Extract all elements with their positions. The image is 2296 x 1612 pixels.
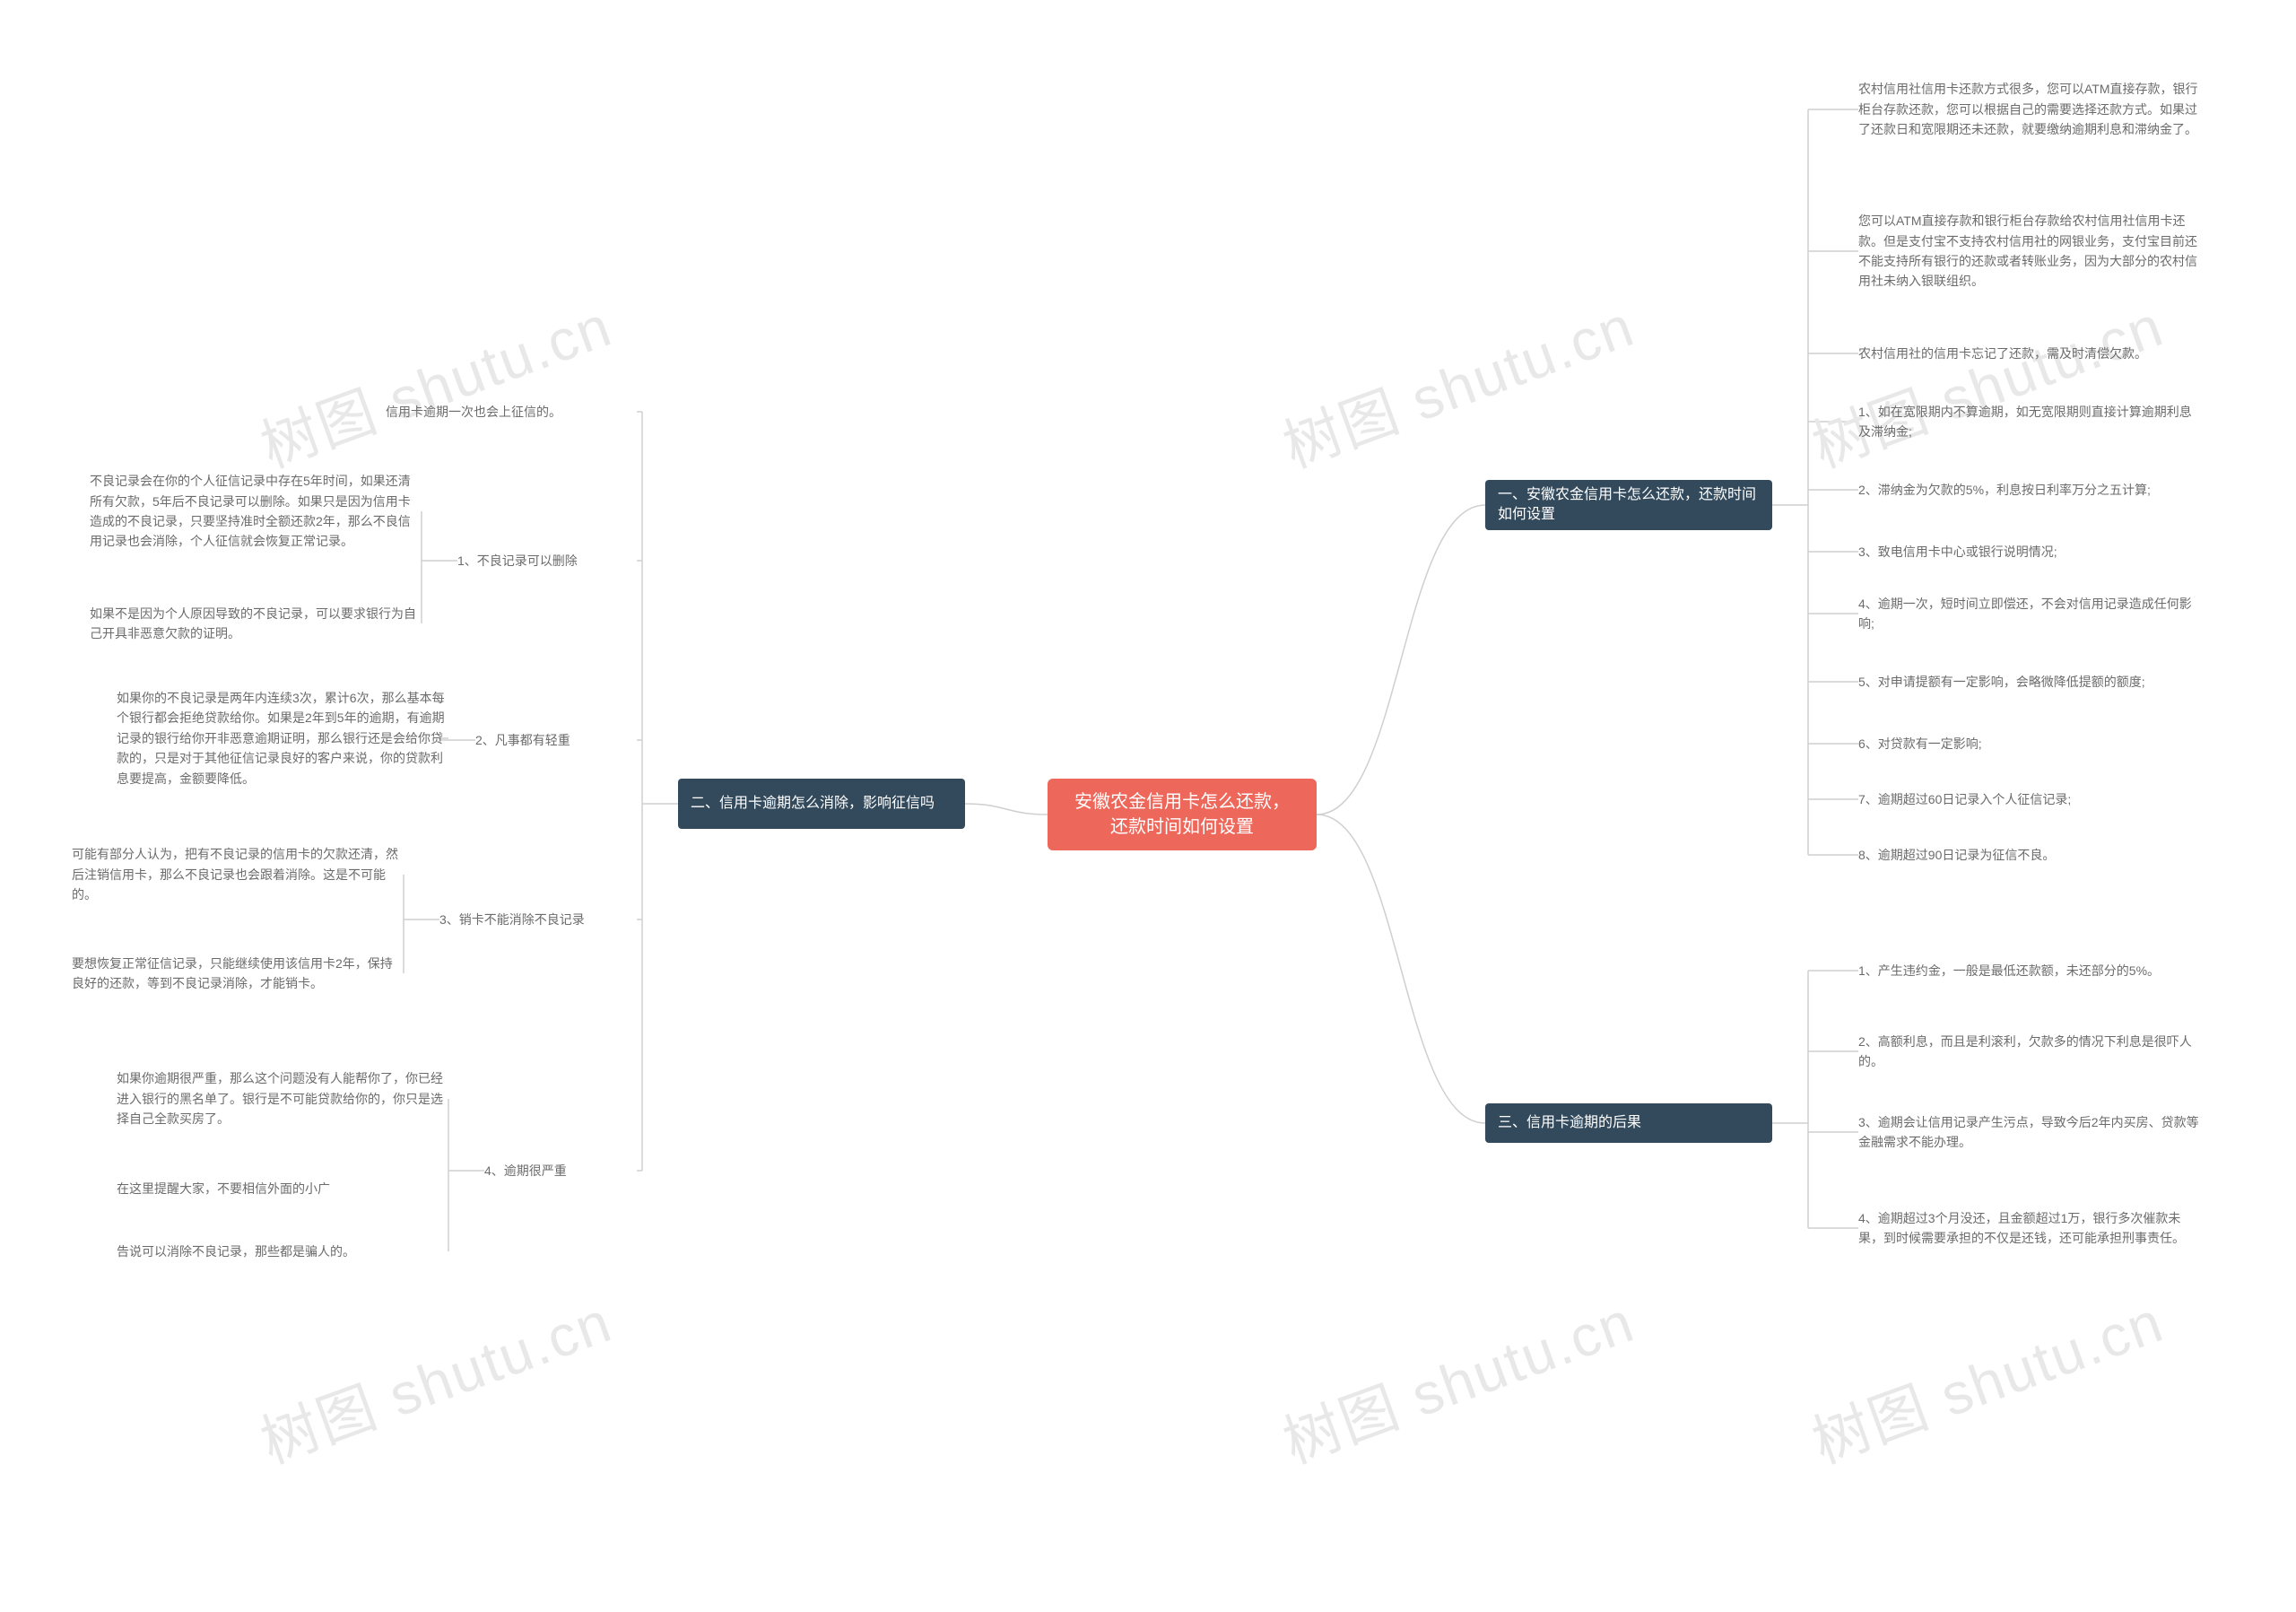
section-node: 三、信用卡逾期的后果 xyxy=(1485,1103,1772,1143)
leaf-node: 1、如在宽限期内不算逾期，如无宽限期则直接计算逾期利息及滞纳金; xyxy=(1858,402,2199,442)
watermark: 树图 shutu.cn xyxy=(1800,281,2173,484)
leaf-node: 2、凡事都有轻重 xyxy=(475,727,637,754)
leaf-node: 如果不是因为个人原因导致的不良记录，可以要求银行为自己开具非恶意欠款的证明。 xyxy=(90,601,422,646)
leaf-node: 可能有部分人认为，把有不良记录的信用卡的欠款还清，然后注销信用卡，那么不良记录也… xyxy=(72,843,404,906)
leaf-node: 3、销卡不能消除不良记录 xyxy=(439,906,637,933)
leaf-node: 1、不良记录可以删除 xyxy=(457,547,637,574)
section-node: 二、信用卡逾期怎么消除，影响征信吗 xyxy=(678,779,965,829)
watermark: 树图 shutu.cn xyxy=(1271,1277,1644,1480)
leaf-node: 如果你的不良记录是两年内连续3次，累计6次，那么基本每个银行都会拒绝贷款给你。如… xyxy=(117,680,448,797)
leaf-node: 农村信用社信用卡还款方式很多，您可以ATM直接存款，银行柜台存款还款，您可以根据… xyxy=(1858,56,2199,163)
leaf-node: 告说可以消除不良记录，那些都是骗人的。 xyxy=(117,1238,448,1265)
watermark: 树图 shutu.cn xyxy=(1800,1277,2173,1480)
leaf-node: 信用卡逾期一次也会上征信的。 xyxy=(386,398,637,425)
leaf-node: 2、滞纳金为欠款的5%，利息按日利率万分之五计算; xyxy=(1858,470,2199,510)
leaf-node: 3、致电信用卡中心或银行说明情况; xyxy=(1858,538,2199,565)
leaf-node: 6、对贷款有一定影响; xyxy=(1858,730,2199,757)
watermark: 树图 shutu.cn xyxy=(1271,281,1644,484)
leaf-node: 2、高额利息，而且是利滚利，欠款多的情况下利息是很吓人的。 xyxy=(1858,1032,2199,1072)
leaf-node: 要想恢复正常征信记录，只能继续使用该信用卡2年，保持良好的还款，等到不良记录消除… xyxy=(72,942,404,1005)
leaf-node: 在这里提醒大家，不要相信外面的小广 xyxy=(117,1175,448,1202)
leaf-node: 如果你逾期很严重，那么这个问题没有人能帮你了，你已经进入银行的黑名单了。银行是不… xyxy=(117,1059,448,1139)
leaf-node: 您可以ATM直接存款和银行柜台存款给农村信用社信用卡还款。但是支付宝不支持农村信… xyxy=(1858,197,2199,305)
watermark: 树图 shutu.cn xyxy=(248,281,622,484)
leaf-node: 3、逾期会让信用记录产生污点，导致今后2年内买房、贷款等金融需求不能办理。 xyxy=(1858,1112,2199,1153)
leaf-node: 5、对申请提额有一定影响，会略微降低提额的额度; xyxy=(1858,662,2199,701)
leaf-node: 8、逾期超过90日记录为征信不良。 xyxy=(1858,841,2199,868)
leaf-node: 4、逾期很严重 xyxy=(484,1157,637,1184)
leaf-node: 4、逾期超过3个月没还，且金额超过1万，银行多次催款未果，到时候需要承担的不仅是… xyxy=(1858,1198,2199,1258)
leaf-node: 1、产生违约金，一般是最低还款额，未还部分的5%。 xyxy=(1858,951,2199,990)
leaf-node: 农村信用社的信用卡忘记了还款，需及时清偿欠款。 xyxy=(1858,334,2199,373)
leaf-node: 7、逾期超过60日记录入个人征信记录; xyxy=(1858,786,2199,813)
section-node: 一、安徽农金信用卡怎么还款，还款时间如何设置 xyxy=(1485,480,1772,530)
leaf-node: 不良记录会在你的个人征信记录中存在5年时间，如果还清所有欠款，5年后不良记录可以… xyxy=(90,457,422,565)
watermark: 树图 shutu.cn xyxy=(248,1277,622,1480)
mindmap-root: 安徽农金信用卡怎么还款，还款时间如何设置 xyxy=(1048,779,1317,850)
leaf-node: 4、逾期一次，短时间立即偿还，不会对信用记录造成任何影响; xyxy=(1858,594,2199,634)
